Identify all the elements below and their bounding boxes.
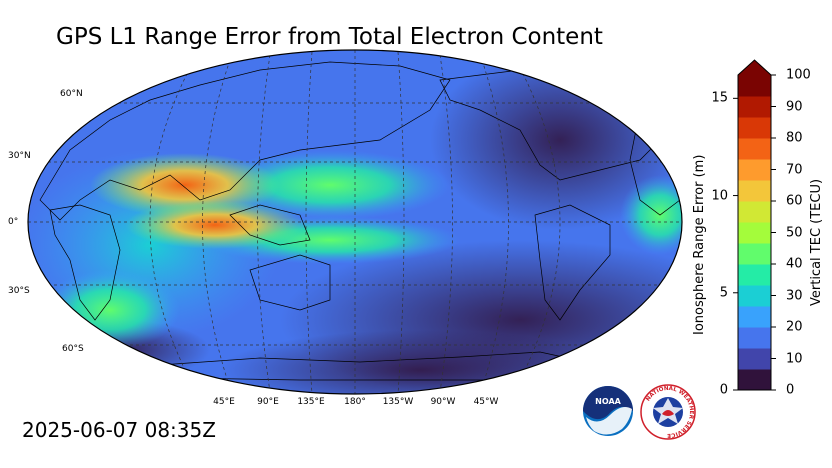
colorbar-right-tick-label: 90 (786, 99, 803, 114)
colorbar-segment (738, 159, 771, 181)
colorbar-right-tick-label: 80 (786, 130, 803, 146)
noaa-logo-text: NOAA (595, 397, 621, 406)
colorbar-right-tick-label: 40 (786, 256, 803, 272)
lat-label-60n: 60°N (60, 89, 83, 99)
colorbar-right-tick-label: 20 (786, 319, 803, 335)
lon-label-135w: 135°W (382, 397, 414, 407)
graticule (28, 50, 682, 394)
lat-label-equator: 0° (8, 217, 19, 227)
lat-label-60s: 60°S (62, 344, 84, 354)
noaa-logo: NOAA (583, 386, 633, 436)
colorbar-right-tick-label: 0 (786, 382, 795, 398)
colorbar-left-tick-label: 5 (719, 285, 728, 301)
colorbar-left-tick-label: 0 (719, 382, 728, 398)
colorbar-segment (738, 180, 771, 202)
colorbar-segment (738, 285, 771, 307)
colorbar-right-tick-label: 60 (786, 193, 803, 209)
globe-outline (27, 49, 683, 395)
colorbar-segments (738, 75, 771, 391)
colorbar-right-tick-label: 100 (786, 67, 811, 83)
colorbar-segment (738, 369, 771, 391)
colorbar-ticks (733, 74, 776, 391)
colorbar-outline (737, 59, 772, 391)
lon-label-135e: 135°E (297, 397, 325, 407)
colorbar-right-tick-label: 30 (786, 288, 803, 303)
lat-label-30s: 30°S (8, 286, 30, 296)
colorbar-segment (738, 348, 771, 370)
colorbar-right-tick-label: 10 (786, 351, 803, 366)
colorbar-segment (738, 75, 771, 97)
colorbar-extend-arrow (738, 60, 771, 75)
lon-label-180: 180° (344, 397, 366, 407)
lat-label-30n: 30°N (8, 151, 31, 161)
nws-logo: NATIONAL WEATHER SERVICE (640, 384, 696, 440)
colorbar-right-tick-label: 50 (786, 225, 803, 240)
lon-label-90w: 90°W (430, 397, 456, 407)
colorbar-segment (738, 222, 771, 244)
colorbar-segment (738, 243, 771, 265)
colorbar-segment (738, 138, 771, 160)
colorbar-right-title: Vertical TEC (TECU) (809, 178, 824, 306)
colorbar-segment (738, 96, 771, 118)
lon-label-90e: 90°E (257, 397, 279, 407)
colorbar-segment (738, 327, 771, 349)
colorbar-segment (738, 306, 771, 328)
colorbar-left-tick-label: 10 (711, 188, 728, 204)
lon-label-45w: 45°W (473, 397, 499, 407)
colorbar-segment (738, 201, 771, 223)
lon-label-45e: 45°E (213, 397, 235, 407)
page-title: GPS L1 Range Error from Total Electron C… (56, 24, 603, 50)
colorbar-right-tick-label: 70 (786, 162, 803, 177)
timestamp: 2025-06-07 08:35Z (22, 418, 216, 442)
colorbar-left-tick-label: 15 (711, 90, 728, 106)
colorbar-left-title: Ionosphere Range Error (m) (692, 154, 707, 335)
colorbar-segment (738, 117, 771, 139)
colorbar-segment (738, 264, 771, 286)
